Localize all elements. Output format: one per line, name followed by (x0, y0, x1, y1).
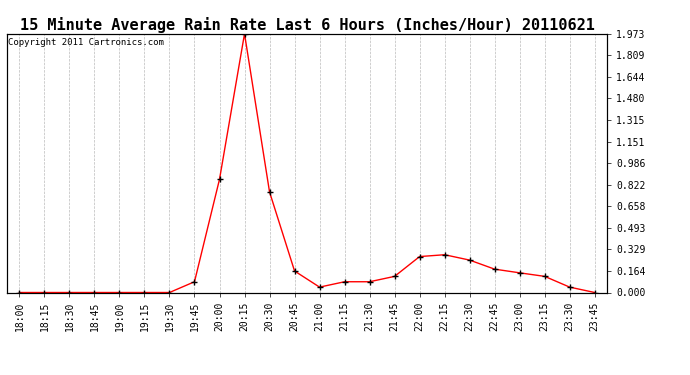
Text: Copyright 2011 Cartronics.com: Copyright 2011 Cartronics.com (8, 38, 164, 46)
Title: 15 Minute Average Rain Rate Last 6 Hours (Inches/Hour) 20110621: 15 Minute Average Rain Rate Last 6 Hours… (19, 16, 595, 33)
